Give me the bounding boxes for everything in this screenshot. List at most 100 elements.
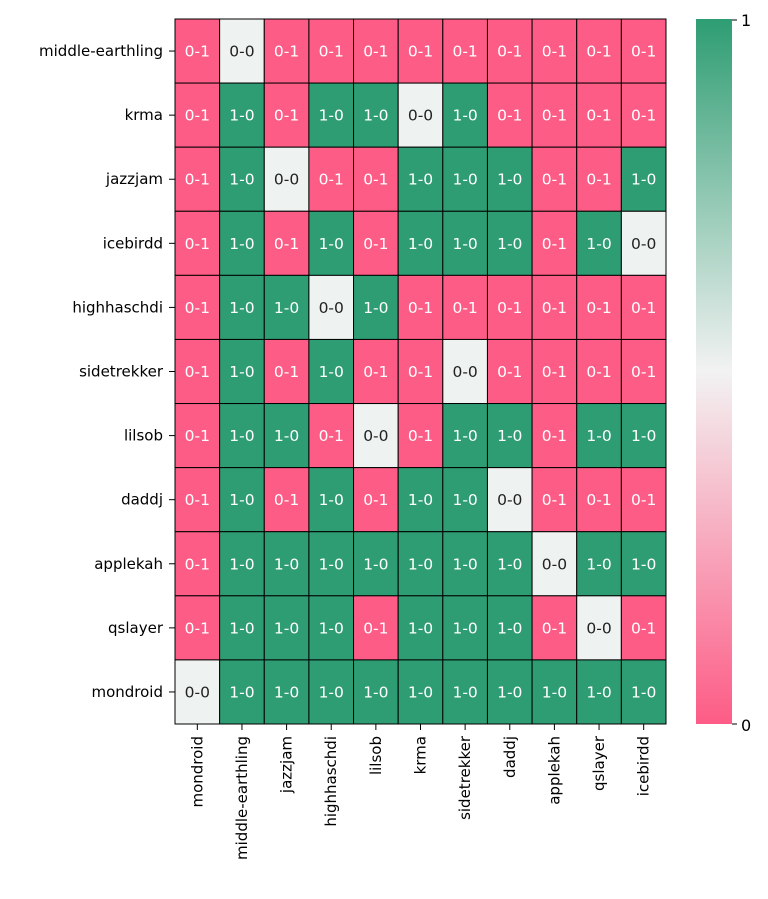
cell-value-label: 0-0 — [319, 299, 344, 317]
heatmap-cell — [486, 595, 533, 661]
heatmap-cell — [486, 659, 533, 725]
row-label: middle-earthling — [39, 42, 163, 60]
cell-value-label: 0-1 — [274, 107, 299, 125]
heatmap-cell — [397, 403, 444, 469]
column-label: highhaschdi — [322, 736, 340, 827]
cell-value-label: 0-1 — [363, 363, 388, 381]
cell-value-label: 1-0 — [319, 555, 344, 573]
cell-value-label: 1-0 — [229, 299, 254, 317]
cell-value-label: 0-1 — [542, 427, 567, 445]
cell-value-label: 0-1 — [452, 43, 477, 61]
cell-value-label: 0-1 — [185, 619, 210, 637]
cell-value-label: 1-0 — [497, 235, 522, 253]
cell-value-label: 0-0 — [408, 107, 433, 125]
cell-value-label: 0-1 — [542, 491, 567, 509]
heatmap-cell — [620, 18, 667, 84]
column-label: daddj — [501, 736, 519, 778]
cell-value-label: 0-0 — [452, 363, 477, 381]
cell-value-label: 1-0 — [586, 555, 611, 573]
cell-value-label: 0-1 — [631, 43, 656, 61]
cell-value-label: 0-1 — [274, 363, 299, 381]
heatmap-cell — [531, 595, 578, 661]
heatmap-cell — [353, 82, 399, 148]
cell-value-label: 1-0 — [452, 555, 477, 573]
heatmap-cell — [442, 403, 488, 469]
heatmap-cell — [576, 467, 622, 533]
heatmap-cell — [308, 403, 355, 469]
heatmap-cell — [397, 467, 444, 533]
cell-value-label: 0-1 — [586, 107, 611, 125]
cell-value-label: 0-1 — [185, 299, 210, 317]
cell-value-label: 1-0 — [497, 619, 522, 637]
heatmap-cell — [263, 274, 310, 340]
cell-value-label: 0-1 — [319, 171, 344, 189]
cell-value-label: 1-0 — [274, 619, 299, 637]
heatmap-cell — [620, 659, 667, 725]
cell-value-label: 1-0 — [229, 619, 254, 637]
cell-value-label: 1-0 — [631, 555, 656, 573]
heatmap-cell — [174, 338, 221, 405]
cell-value-label: 0-1 — [363, 171, 388, 189]
cell-value-label: 0-1 — [542, 171, 567, 189]
heatmap-cell — [442, 146, 488, 212]
cell-value-label: 0-1 — [497, 43, 522, 61]
heatmap-cell — [620, 82, 667, 148]
cell-value-label: 1-0 — [497, 683, 522, 701]
heatmap-cell — [576, 18, 622, 84]
cell-value-label: 1-0 — [363, 555, 388, 573]
cell-value-label: 0-1 — [542, 299, 567, 317]
cell-value-label: 1-0 — [497, 171, 522, 189]
heatmap-cell — [442, 467, 488, 533]
cell-value-label: 0-1 — [274, 491, 299, 509]
heatmap-cell — [576, 531, 622, 597]
cell-value-label: 1-0 — [408, 619, 433, 637]
cell-value-label: 1-0 — [229, 555, 254, 573]
row-label: lilsob — [124, 427, 163, 445]
heatmap-cell — [397, 82, 444, 148]
cell-value-label: 1-0 — [229, 235, 254, 253]
cell-value-label: 1-0 — [319, 619, 344, 637]
heatmap-cell — [308, 210, 355, 276]
heatmap-cell — [263, 595, 310, 661]
cell-value-label: 1-0 — [319, 491, 344, 509]
column-label: middle-earthling — [233, 736, 251, 860]
cell-value-label: 1-0 — [497, 555, 522, 573]
heatmap-cell — [174, 595, 221, 661]
column-labels: mondroid middle-earthling jazzjam highhasch… — [187, 724, 654, 861]
heatmap-cell — [442, 82, 488, 148]
cell-value-label: 0-0 — [497, 491, 522, 509]
cell-value-label: 1-0 — [408, 683, 433, 701]
cell-value-label: 0-1 — [631, 107, 656, 125]
cell-value-label: 0-1 — [497, 363, 522, 381]
cell-value-label: 1-0 — [363, 107, 388, 125]
heatmap-cell — [442, 210, 488, 276]
heatmap-cells: 0-1 0-0 0-1 0-1 0-1 0-1 0-1 0-1 0-1 0-1 0-1 0-1 1-0 0… — [174, 18, 667, 725]
cell-value-label: 1-0 — [452, 491, 477, 509]
heatmap-cell — [576, 82, 622, 148]
cell-value-label: 1-0 — [631, 427, 656, 445]
heatmap-cell — [263, 531, 310, 597]
cell-value-label: 1-0 — [408, 491, 433, 509]
heatmap-cell — [442, 274, 488, 340]
row-label: sidetrekker — [79, 363, 164, 381]
cell-value-label: 0-1 — [319, 43, 344, 61]
cell-value-label: 0-1 — [631, 491, 656, 509]
cell-value-label: 0-0 — [363, 427, 388, 445]
cell-value-label: 1-0 — [586, 235, 611, 253]
heatmap-cell — [219, 274, 265, 340]
cell-value-label: 1-0 — [452, 619, 477, 637]
heatmap-cell — [576, 659, 622, 725]
cell-value-label: 0-1 — [185, 363, 210, 381]
heatmap-cell — [219, 403, 265, 469]
cell-value-label: 0-1 — [408, 427, 433, 445]
cell-value-label: 0-1 — [185, 491, 210, 509]
cell-value-label: 0-1 — [363, 235, 388, 253]
cell-value-label: 0-1 — [497, 299, 522, 317]
heatmap-cell — [620, 274, 667, 340]
heatmap-cell — [620, 403, 667, 469]
cell-value-label: 0-1 — [274, 235, 299, 253]
cell-value-label: 0-1 — [452, 299, 477, 317]
cell-value-label: 1-0 — [274, 299, 299, 317]
cell-value-label: 0-1 — [363, 619, 388, 637]
heatmap-cell — [308, 467, 355, 533]
